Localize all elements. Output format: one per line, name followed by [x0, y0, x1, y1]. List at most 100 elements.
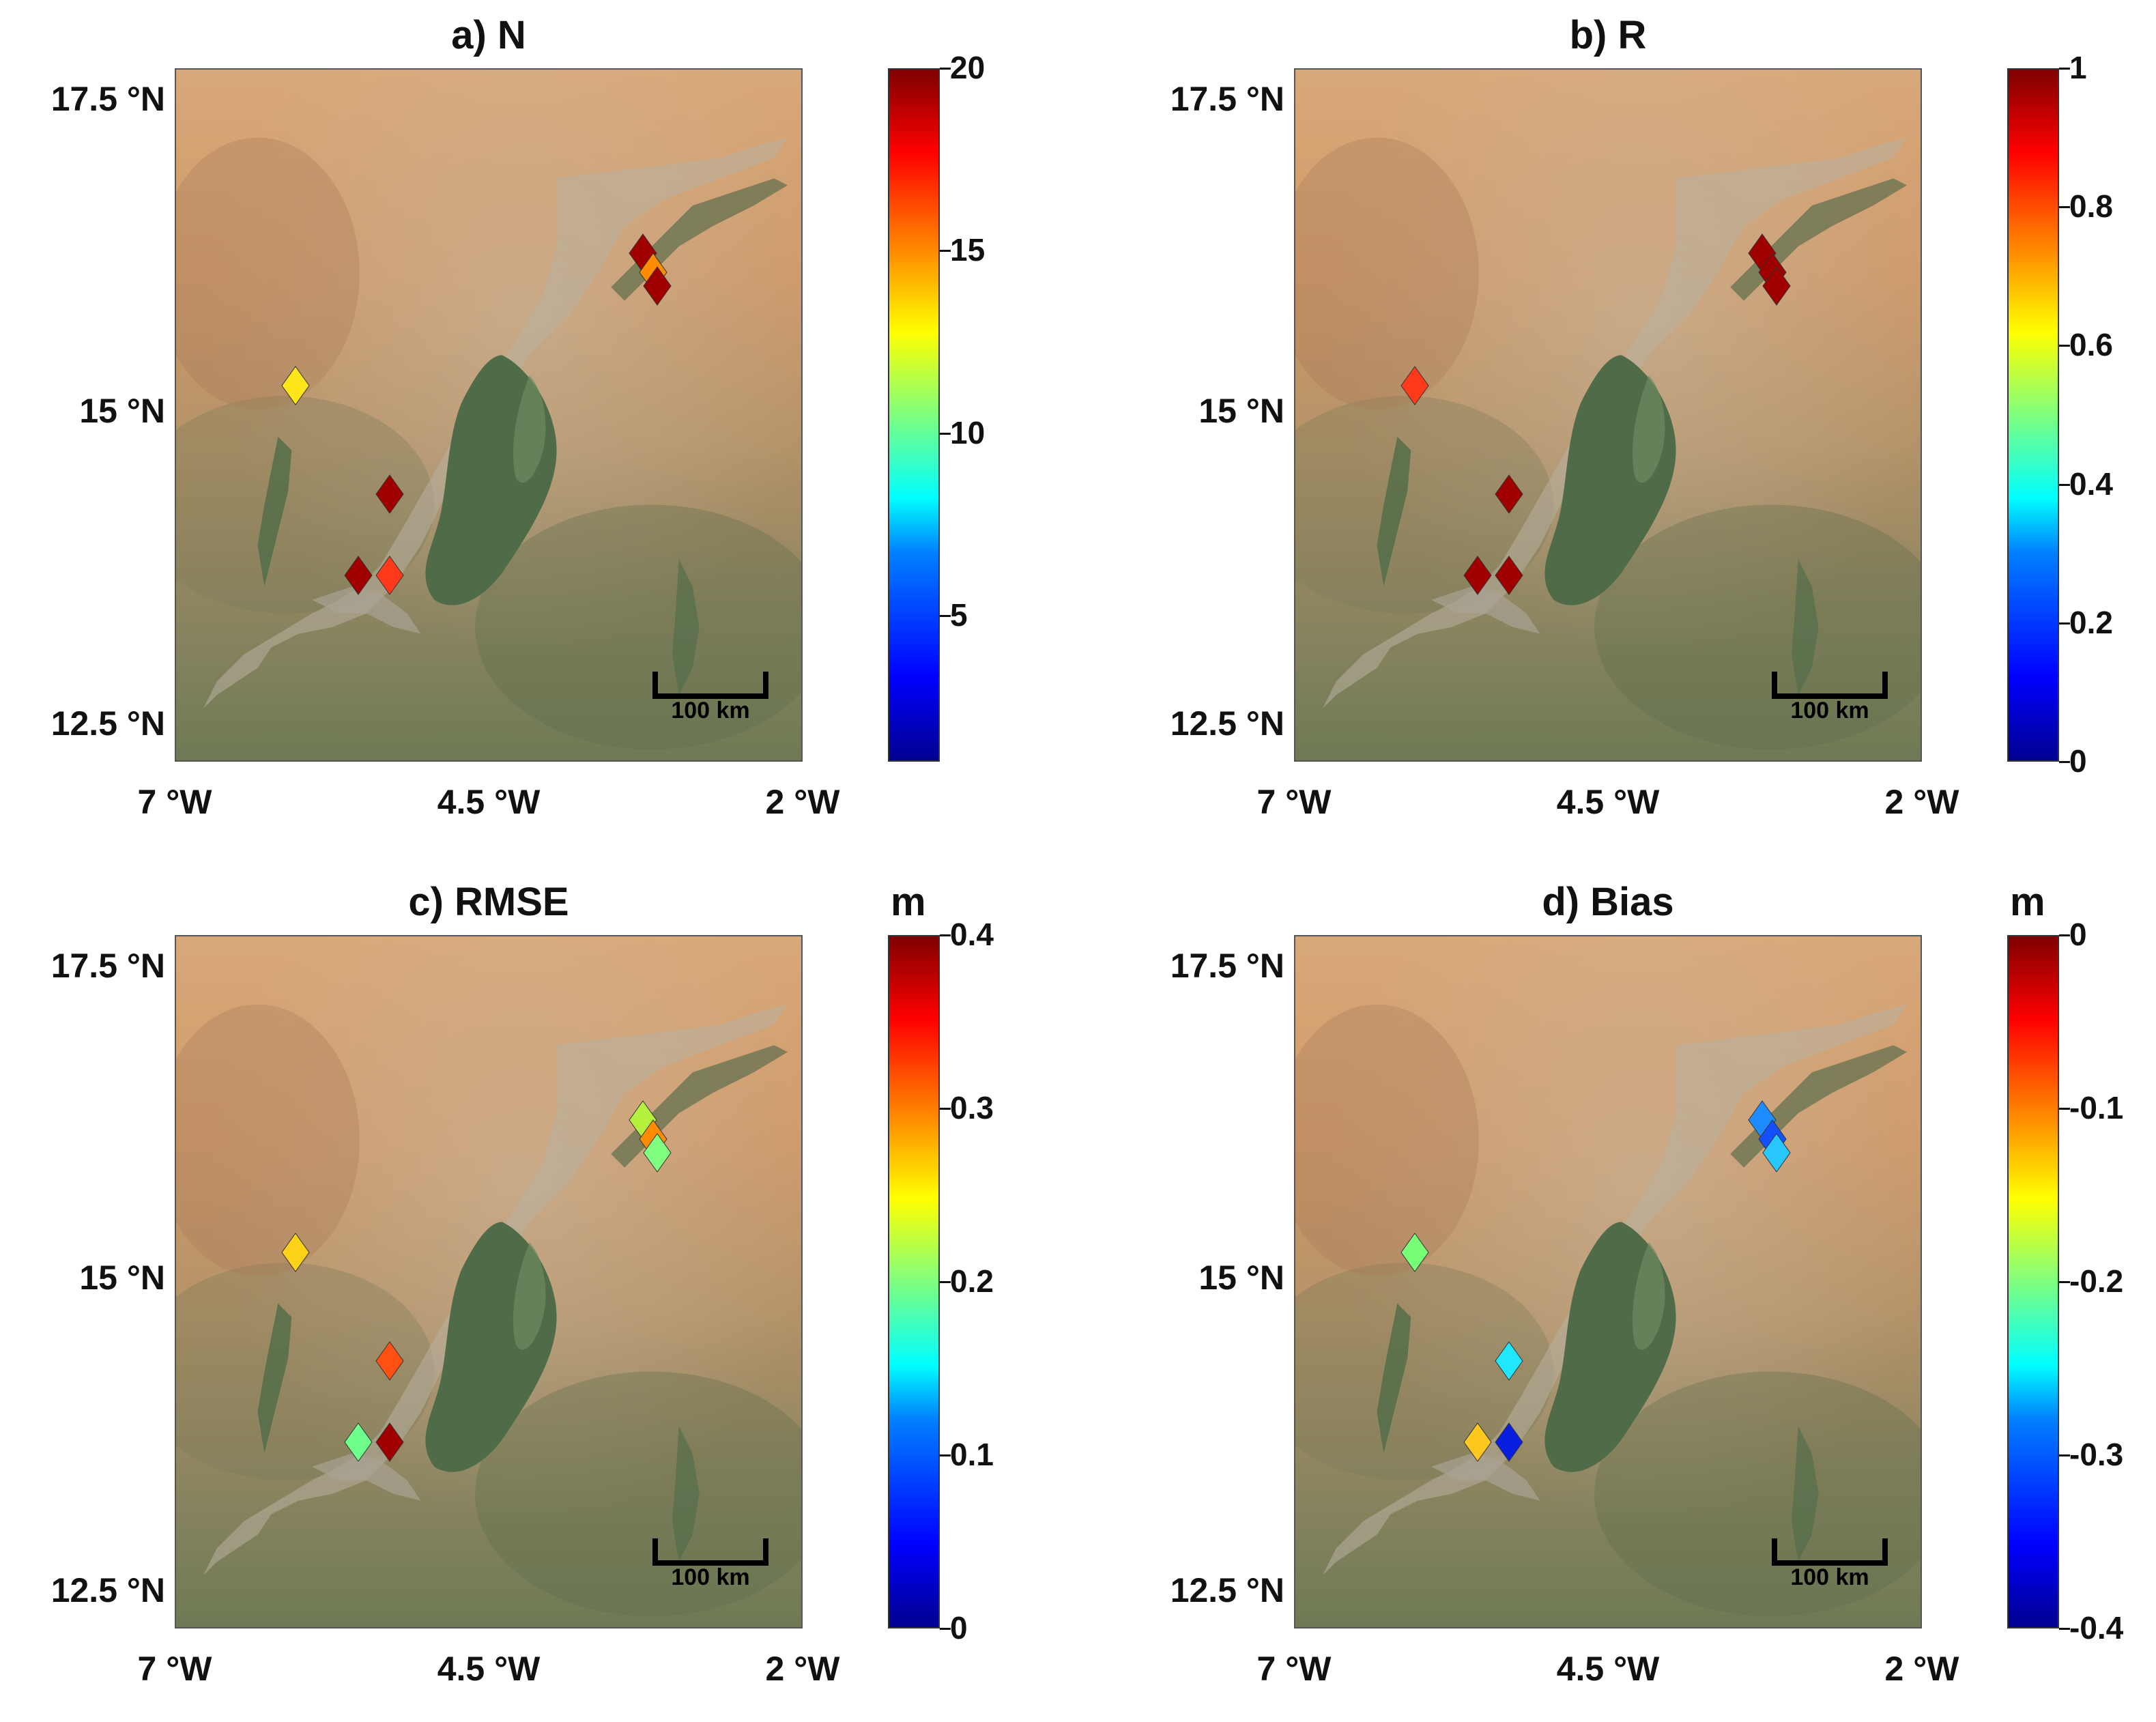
panel-title: c) RMSE [408, 880, 569, 924]
colorbar-tick [940, 934, 951, 936]
longitude-label: 7 °W [137, 1650, 212, 1688]
latitude-label: 17.5 °N [1170, 946, 1284, 985]
colorbar-tick [940, 1454, 951, 1456]
scale-bar-label: 100 km [1790, 698, 1869, 723]
colorbar [888, 935, 940, 1628]
station-marker[interactable] [375, 555, 405, 596]
latitude-label: 12.5 °N [1170, 1571, 1284, 1610]
scale-bar-label: 100 km [1790, 1564, 1869, 1590]
panel-title: b) R [1569, 13, 1647, 57]
colorbar-tick [940, 432, 951, 435]
latitude-label: 17.5 °N [1170, 79, 1284, 118]
latitude-label: 12.5 °N [1170, 704, 1284, 743]
panel-title: d) Bias [1542, 880, 1674, 924]
colorbar-tick [2059, 68, 2070, 70]
station-marker[interactable] [1494, 1340, 1524, 1381]
colorbar-tick-label: -0.2 [2069, 1263, 2124, 1299]
latitude-label: 15 °N [79, 392, 165, 431]
longitude-label: 7 °W [137, 783, 212, 821]
colorbar-tick-label: 0.8 [2069, 188, 2113, 225]
colorbar-tick-label: 1 [2069, 50, 2087, 85]
station-marker[interactable] [1463, 1422, 1493, 1463]
longitude-label: 4.5 °W [437, 783, 541, 821]
colorbar [2007, 68, 2059, 762]
longitude-label: 2 °W [765, 1650, 840, 1688]
colorbar-tick-label: 0 [2069, 743, 2087, 779]
station-marker[interactable] [375, 1422, 405, 1463]
station-marker[interactable] [1400, 365, 1430, 406]
colorbar-tick-label: -0.3 [2069, 1437, 2124, 1472]
station-marker[interactable] [1762, 1132, 1792, 1173]
panel-title: a) N [451, 13, 526, 57]
scale-bar: 100 km [1772, 669, 1888, 737]
station-marker[interactable] [1494, 1422, 1524, 1463]
station-marker[interactable] [1494, 474, 1524, 515]
longitude-label: 4.5 °W [1556, 783, 1660, 821]
colorbar-unit: m [891, 880, 926, 924]
station-marker[interactable] [343, 555, 373, 596]
station-marker[interactable] [642, 1132, 672, 1173]
latitude-label: 17.5 °N [51, 946, 165, 985]
scale-bar-label: 100 km [671, 698, 750, 723]
scale-bar: 100 km [1772, 1536, 1888, 1604]
colorbar [2007, 935, 2059, 1628]
latitude-label: 12.5 °N [51, 1571, 165, 1610]
satellite-map [175, 68, 803, 762]
station-marker[interactable] [281, 365, 311, 406]
scale-bar: 100 km [652, 1536, 768, 1604]
colorbar-tick-label: 0.4 [2069, 465, 2113, 502]
station-marker[interactable] [1463, 555, 1493, 596]
colorbar-tick-label: 0 [2069, 917, 2087, 952]
colorbar-tick [2059, 622, 2070, 625]
map-panel-3: d) Bias m 17.5 °N 15 °N 12.5 °N 7 [1119, 867, 2156, 1722]
colorbar-unit: m [2010, 880, 2045, 924]
colorbar-tick [2059, 1628, 2070, 1630]
station-marker[interactable] [375, 1340, 405, 1381]
station-marker[interactable] [642, 266, 672, 306]
longitude-label: 7 °W [1256, 1650, 1332, 1688]
colorbar [888, 68, 940, 762]
colorbar-tick-label: 0.2 [2069, 604, 2113, 640]
colorbar-tick-label: 5 [950, 597, 968, 633]
longitude-label: 4.5 °W [1556, 1650, 1660, 1688]
colorbar-tick [940, 1281, 951, 1283]
colorbar-tick [940, 1628, 951, 1630]
colorbar-tick-label: 10 [950, 414, 986, 450]
latitude-label: 17.5 °N [51, 79, 165, 118]
station-marker[interactable] [1400, 1232, 1430, 1273]
colorbar-tick-label: 0.1 [950, 1437, 994, 1472]
colorbar-tick-label: 20 [950, 50, 986, 85]
longitude-label: 4.5 °W [437, 1650, 541, 1688]
station-marker[interactable] [281, 1232, 311, 1273]
map-panel-0: a) N 17.5 °N 15 °N 12.5 °N 7 °W 4 [0, 0, 1078, 855]
latitude-label: 15 °N [1198, 1259, 1284, 1297]
satellite-map [1294, 68, 1922, 762]
longitude-label: 2 °W [1884, 783, 1959, 821]
scale-bar: 100 km [652, 669, 768, 737]
latitude-label: 12.5 °N [51, 704, 165, 743]
colorbar-tick [2059, 1281, 2070, 1283]
colorbar-tick-label: -0.4 [2069, 1610, 2124, 1646]
colorbar-tick [2059, 934, 2070, 936]
station-marker[interactable] [1494, 555, 1524, 596]
colorbar-tick-label: 0.2 [950, 1263, 994, 1299]
latitude-label: 15 °N [79, 1259, 165, 1297]
longitude-label: 7 °W [1256, 783, 1332, 821]
latitude-label: 15 °N [1198, 392, 1284, 431]
colorbar-tick [940, 250, 951, 253]
colorbar-tick [2059, 1454, 2070, 1456]
longitude-label: 2 °W [765, 783, 840, 821]
colorbar-tick [2059, 206, 2070, 209]
colorbar-tick [2059, 1108, 2070, 1110]
colorbar-tick [940, 68, 951, 70]
satellite-map [175, 935, 803, 1628]
station-marker[interactable] [1762, 266, 1792, 306]
colorbar-tick [940, 1108, 951, 1110]
colorbar-tick-label: 0.6 [2069, 327, 2113, 363]
station-marker[interactable] [375, 474, 405, 515]
station-marker[interactable] [343, 1422, 373, 1463]
colorbar-tick [2059, 761, 2070, 763]
colorbar-tick-label: 15 [950, 232, 986, 268]
longitude-label: 2 °W [1884, 1650, 1959, 1688]
scale-bar-label: 100 km [671, 1564, 750, 1590]
